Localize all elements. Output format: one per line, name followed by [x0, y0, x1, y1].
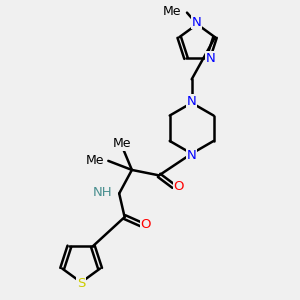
Text: Me: Me: [113, 137, 131, 150]
Text: Me: Me: [163, 5, 182, 18]
Text: Me: Me: [85, 154, 104, 167]
Text: NH: NH: [93, 186, 113, 199]
Text: O: O: [173, 181, 184, 194]
Text: N: N: [206, 52, 215, 65]
Text: O: O: [140, 218, 151, 231]
Text: S: S: [77, 277, 85, 290]
Text: N: N: [187, 94, 196, 108]
Text: N: N: [191, 16, 201, 28]
Text: N: N: [187, 149, 196, 162]
